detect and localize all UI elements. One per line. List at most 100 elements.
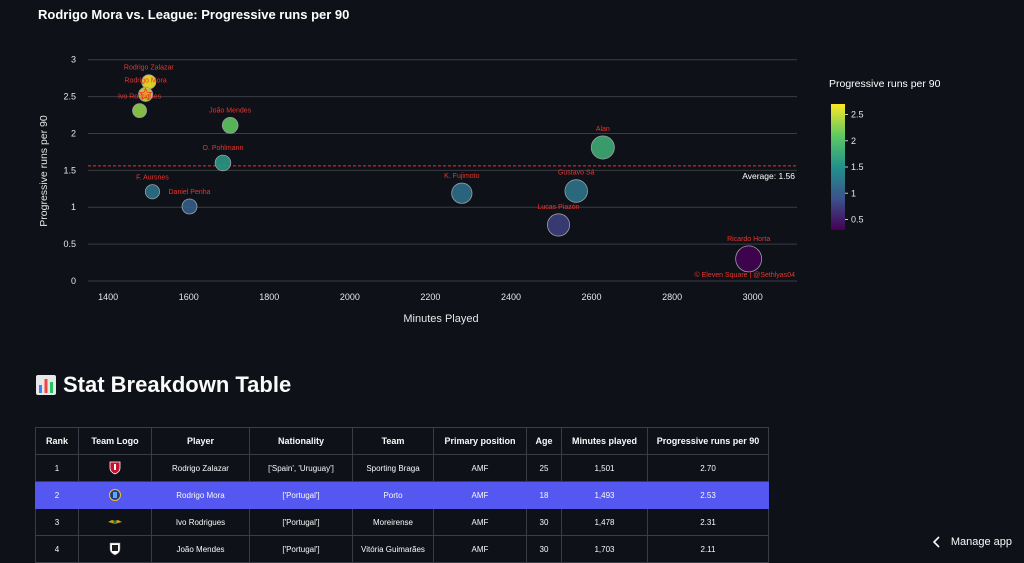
manage-app-button[interactable]: Manage app — [932, 536, 1012, 548]
point-label: Alan — [596, 126, 610, 133]
chart-title: Rodrigo Mora vs. League: Progressive run… — [38, 7, 350, 22]
colorbar-ticks: 0.5 1 1.5 2 2.5 — [845, 110, 864, 225]
x-tick-label: 3000 — [743, 292, 763, 302]
data-point[interactable] — [132, 103, 147, 118]
header-team[interactable]: Team — [352, 427, 434, 455]
header-primary-position[interactable]: Primary position — [433, 427, 527, 455]
x-tick-label: 1800 — [259, 292, 279, 302]
point-label: F. Aursnes — [136, 175, 169, 182]
data-point[interactable] — [590, 135, 615, 160]
colorbar-title: Progressive runs per 90 — [829, 78, 941, 90]
cell-age: 30 — [526, 535, 562, 563]
header-nationality[interactable]: Nationality — [249, 427, 353, 455]
y-tick-label: 3 — [71, 55, 76, 65]
point-label: Lucas Piazón — [538, 204, 580, 211]
x-axis-label: Minutes Played — [403, 313, 478, 325]
x-tick-label: 2200 — [420, 292, 440, 302]
table-row-highlighted[interactable]: 2 Rodrigo Mora ['Portugal'] Porto AMF 18… — [35, 481, 769, 509]
header-team-logo[interactable]: Team Logo — [78, 427, 152, 455]
cell-position: AMF — [433, 454, 527, 482]
cell-team: Vitória Guimarães — [352, 535, 434, 563]
cell-nationality: ['Portugal'] — [249, 481, 353, 509]
manage-app-label: Manage app — [950, 536, 1012, 548]
x-tick-label: 2800 — [662, 292, 682, 302]
chevron-left-icon — [932, 536, 940, 548]
x-tick-label: 1600 — [179, 292, 199, 302]
cell-player: Ivo Rodrigues — [151, 508, 250, 536]
y-tick-labels: 0 0.5 1 1.5 2 2.5 3 — [63, 55, 76, 286]
y-tick-label: 0.5 — [63, 239, 76, 249]
cell-age: 30 — [526, 508, 562, 536]
cell-age: 18 — [526, 481, 562, 509]
x-tick-label: 1400 — [98, 292, 118, 302]
point-label: O. Pohlmann — [203, 145, 244, 152]
point-label: K. Fujimoto — [444, 173, 480, 180]
data-point[interactable] — [181, 198, 198, 215]
cell-minutes: 1,703 — [561, 535, 648, 563]
data-point[interactable] — [144, 184, 160, 200]
cell-rank: 1 — [35, 454, 79, 482]
table-row[interactable]: 4 João Mendes ['Portugal'] Vitória Guima… — [35, 535, 769, 563]
cell-position: AMF — [433, 481, 527, 509]
cell-player: Rodrigo Zalazar — [151, 454, 250, 482]
moreirense-logo-icon — [108, 520, 122, 524]
cell-nationality: ['Spain', 'Uruguay'] — [249, 454, 353, 482]
cell-runs: 2.70 — [647, 454, 769, 482]
header-rank[interactable]: Rank — [35, 427, 79, 455]
y-tick-label: 1.5 — [63, 165, 76, 175]
cell-position: AMF — [433, 535, 527, 563]
point-label: Daniel Penha — [169, 189, 211, 196]
table-row[interactable]: 1 Rodrigo Zalazar ['Spain', 'Uruguay'] S… — [35, 454, 769, 482]
data-point[interactable] — [451, 182, 473, 204]
cell-logo — [78, 535, 152, 563]
porto-logo-icon — [109, 489, 121, 501]
y-tick-label: 2.5 — [63, 92, 76, 102]
x-tick-label: 2400 — [501, 292, 521, 302]
data-point[interactable] — [564, 179, 588, 203]
cell-minutes: 1,478 — [561, 508, 648, 536]
header-minutes-played[interactable]: Minutes played — [561, 427, 648, 455]
section-title: Stat Breakdown Table — [35, 372, 291, 398]
colorbar — [831, 104, 845, 230]
data-point[interactable] — [221, 117, 239, 134]
cell-position: AMF — [433, 508, 527, 536]
y-tick-label: 2 — [71, 128, 76, 138]
cell-runs: 2.11 — [647, 535, 769, 563]
data-points — [132, 74, 763, 273]
data-point[interactable] — [214, 154, 232, 172]
y-tick-label: 1 — [71, 202, 76, 212]
bar-chart-icon — [36, 375, 56, 395]
section-title-text: Stat Breakdown Table — [63, 372, 292, 397]
vitoria-logo-icon — [109, 542, 121, 556]
header-progressive-runs[interactable]: Progressive runs per 90 — [647, 427, 769, 455]
cell-team: Porto — [352, 481, 434, 509]
cell-team: Moreirense — [352, 508, 434, 536]
x-tick-label: 2600 — [582, 292, 602, 302]
colorbar-tick-label: 2 — [851, 136, 856, 146]
cell-rank: 4 — [35, 535, 79, 563]
cell-logo — [78, 481, 152, 509]
table-row[interactable]: 3 Ivo Rodrigues ['Portugal'] Moreirense … — [35, 508, 769, 536]
point-label: Rodrigo Mora — [124, 77, 167, 84]
cell-nationality: ['Portugal'] — [249, 535, 353, 563]
cell-rank: 2 — [35, 481, 79, 509]
x-tick-label: 2000 — [340, 292, 360, 302]
y-axis-label: Progressive runs per 90 — [38, 115, 50, 227]
cell-team: Sporting Braga — [352, 454, 434, 482]
cell-runs: 2.53 — [647, 481, 769, 509]
colorbar-tick-label: 1 — [851, 188, 856, 198]
point-label: Rodrigo Zalazar — [124, 65, 174, 72]
scatter-chart[interactable]: 0 0.5 1 1.5 2 2.5 3 1400 1600 1800 2000 2200 2400 26… — [0, 0, 1024, 340]
point-label: João Mendes — [209, 107, 252, 114]
point-label: Ricardo Horta — [727, 236, 770, 243]
point-label: Ivo Rodrigues — [118, 94, 162, 101]
average-label: Average: 1.56 — [742, 171, 795, 181]
cell-runs: 2.31 — [647, 508, 769, 536]
stat-breakdown-table: Rank Team Logo Player Nationality Team P… — [35, 427, 769, 563]
header-player[interactable]: Player — [151, 427, 250, 455]
data-point[interactable] — [735, 245, 763, 273]
colorbar-tick-label: 0.5 — [851, 215, 864, 225]
data-point[interactable] — [546, 213, 571, 237]
point-label: Gustavo Sá — [558, 170, 595, 177]
header-age[interactable]: Age — [526, 427, 562, 455]
